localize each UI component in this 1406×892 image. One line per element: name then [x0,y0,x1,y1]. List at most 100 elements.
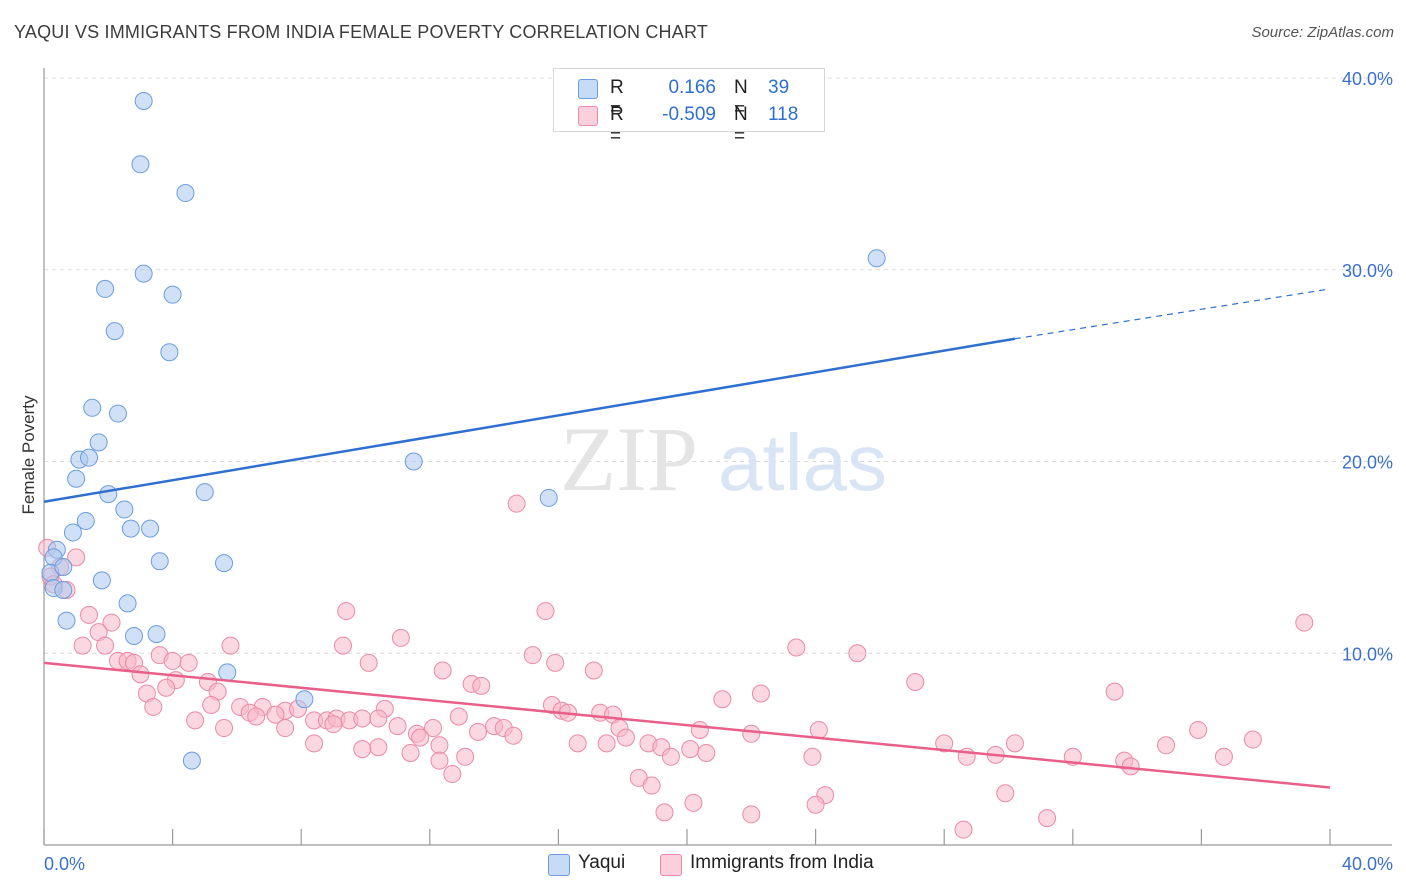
yaqui-point [118,594,137,613]
india-point [507,494,526,513]
x-tick-label: 40.0% [1342,854,1393,874]
yaqui-point [404,452,423,471]
india-point [684,793,703,812]
india-point [157,678,176,697]
india-point [906,673,925,692]
india-point [504,726,523,745]
india-point [449,707,468,726]
yaqui-point [125,626,144,645]
tick-labels: 10.0% 20.0% 30.0% 40.0% 0.0% 40.0% [44,69,1393,874]
india-point [848,644,867,663]
india-point [337,602,356,621]
yaqui-point [76,511,95,530]
india-point [681,740,700,759]
legend-r-value: -0.509 [662,104,716,125]
watermark-atlas: atlas [718,418,887,507]
yaqui-point [99,485,118,504]
yaqui-point [54,557,73,576]
india-point [102,613,121,632]
india-point [430,736,449,755]
yaqui-point [539,488,558,507]
yaqui-point [57,611,76,630]
yaqui-point [92,571,111,590]
yaqui-point [147,625,166,644]
yaqui-point [115,500,134,519]
india-point [713,690,732,709]
india-point [1005,734,1024,753]
india-point [202,696,221,715]
india-point [655,803,674,822]
india-point [1243,730,1262,749]
legend-n-value: 118 [768,104,799,125]
india-point [443,765,462,784]
legend-r-label: R = [610,77,624,120]
yaqui-point [182,751,201,770]
india-point [1157,736,1176,755]
india-point [935,734,954,753]
yaqui-point [83,398,102,417]
yaqui-point [67,469,86,488]
india-point [751,684,770,703]
india-point [1189,720,1208,739]
india-point [806,795,825,814]
india-trend-line [43,661,1331,789]
yaqui-point [121,519,140,538]
india-point [568,734,587,753]
yaqui-trend-extension [1014,288,1331,340]
yaqui-point [215,554,234,573]
india-point [697,743,716,762]
y-axis-label: Female Poverty [19,395,38,515]
india-point [369,738,388,757]
india-point [388,717,407,736]
india-point [401,743,420,762]
legend-swatch-india [660,854,682,876]
india-point [430,751,449,770]
yaqui-point [163,285,182,304]
yaqui-point [141,519,160,538]
india-point [266,705,285,724]
correlation-legend: R = 0.166 N = 39 R = -0.509 N = 118 [553,68,825,147]
india-point [359,653,378,672]
legend-label-india: Immigrants from India [690,852,874,873]
legend-swatch-india [578,106,598,126]
yaqui-point [160,343,179,362]
yaqui-point [195,483,214,502]
india-point [324,715,343,734]
y-tick-label: 20.0% [1342,453,1393,473]
y-tick-label: 40.0% [1342,69,1393,89]
india-point [73,636,92,655]
legend-n-value: 39 [768,77,790,98]
yaqui-point [295,690,314,709]
x-tick-label: 0.0% [44,854,85,874]
india-point [616,728,635,747]
india-point [391,628,410,647]
india-point [809,720,828,739]
india-point [221,636,240,655]
india-point [369,709,388,728]
yaqui-point [134,92,153,111]
trend-lines [43,288,1331,789]
yaqui-point [150,552,169,571]
india-point [163,651,182,670]
india-point [67,548,86,567]
yaqui-point [134,264,153,283]
legend-swatch-yaqui [548,854,570,876]
yaqui-point [131,155,150,174]
india-point [433,661,452,680]
india-point [1214,747,1233,766]
india-point [469,722,488,741]
watermark-zip: ZIP [560,408,698,510]
india-point [411,728,430,747]
source-credit: Source: ZipAtlas.com [1251,24,1394,41]
watermark: ZIP atlas [560,408,887,510]
india-point [1105,682,1124,701]
yaqui-point [96,279,115,298]
yaqui-point [218,663,237,682]
india-point [333,636,352,655]
india-point [144,697,163,716]
y-tick-label: 30.0% [1342,261,1393,281]
yaqui-point [176,184,195,203]
india-point [1295,613,1314,632]
india-point [597,734,616,753]
